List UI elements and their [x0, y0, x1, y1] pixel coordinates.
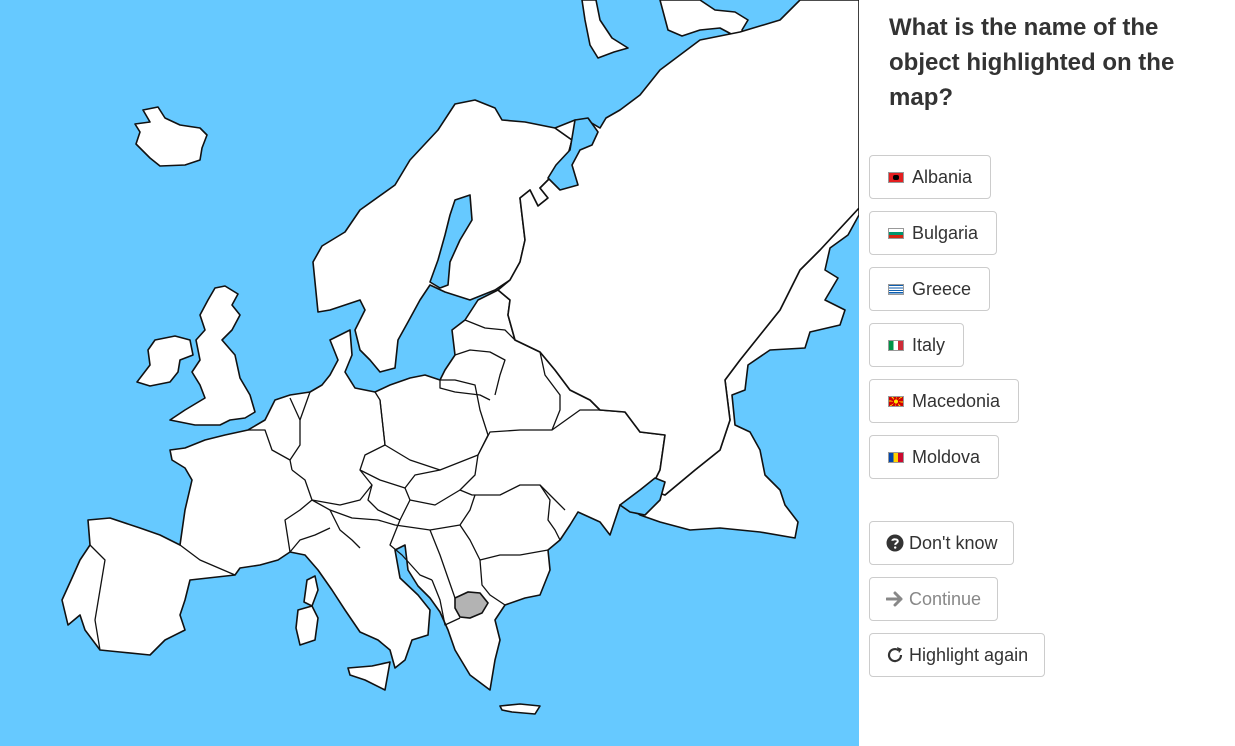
answer-button-greece[interactable]: Greece [869, 267, 991, 311]
macedonia-flag-icon [888, 395, 904, 407]
sicily-shape [347, 661, 391, 691]
answer-button-moldova[interactable]: Moldova [869, 435, 1000, 479]
answer-button-albania[interactable]: Albania [869, 155, 992, 199]
answer-label: Moldova [912, 446, 981, 467]
continue-button[interactable]: Continue [869, 577, 999, 621]
italy-flag-icon [888, 339, 904, 351]
answer-button-italy[interactable]: Italy [869, 323, 965, 367]
moldova-flag-icon [888, 451, 904, 463]
answer-button-bulgaria[interactable]: Bulgaria [869, 211, 998, 255]
answer-label: Albania [912, 166, 973, 187]
continue-label: Continue [909, 588, 982, 609]
crete-shape [499, 703, 541, 715]
highlight-again-button[interactable]: Highlight again [869, 633, 1046, 677]
sardinia-shape [295, 605, 319, 646]
albania-flag-icon [888, 171, 904, 183]
highlight-again-label: Highlight again [909, 644, 1029, 665]
question-heading: What is the name of the object highlight… [889, 14, 1175, 111]
arctic-island-shape [581, 0, 629, 59]
question-circle-icon [886, 534, 904, 552]
continent-shape [61, 207, 859, 691]
great-britain-shape [169, 285, 256, 426]
answer-label: Bulgaria [912, 222, 979, 243]
dont-know-button[interactable]: Don't know [869, 521, 1015, 565]
dont-know-label: Don't know [909, 532, 998, 553]
greece-flag-icon [888, 283, 904, 295]
white-sea-shape [547, 117, 599, 191]
answer-label: Macedonia [912, 390, 1001, 411]
answer-label: Greece [912, 278, 972, 299]
answer-label: Italy [912, 334, 946, 355]
bulgaria-flag-icon [888, 227, 904, 239]
corsica-shape [303, 575, 319, 607]
europe-map[interactable] [0, 0, 859, 746]
arrow-right-icon [886, 591, 903, 607]
country-borders [89, 319, 600, 651]
answer-button-macedonia[interactable]: Macedonia [869, 379, 1020, 423]
baltic-sea-shape [429, 194, 473, 289]
ireland-shape [136, 335, 194, 387]
quiz-panel: What is the name of the object highlight… [859, 0, 1235, 746]
highlighted-country-shape[interactable] [454, 591, 489, 619]
redo-icon [887, 647, 903, 663]
iceland-shape [134, 106, 208, 167]
black-sea-shape [619, 477, 666, 516]
